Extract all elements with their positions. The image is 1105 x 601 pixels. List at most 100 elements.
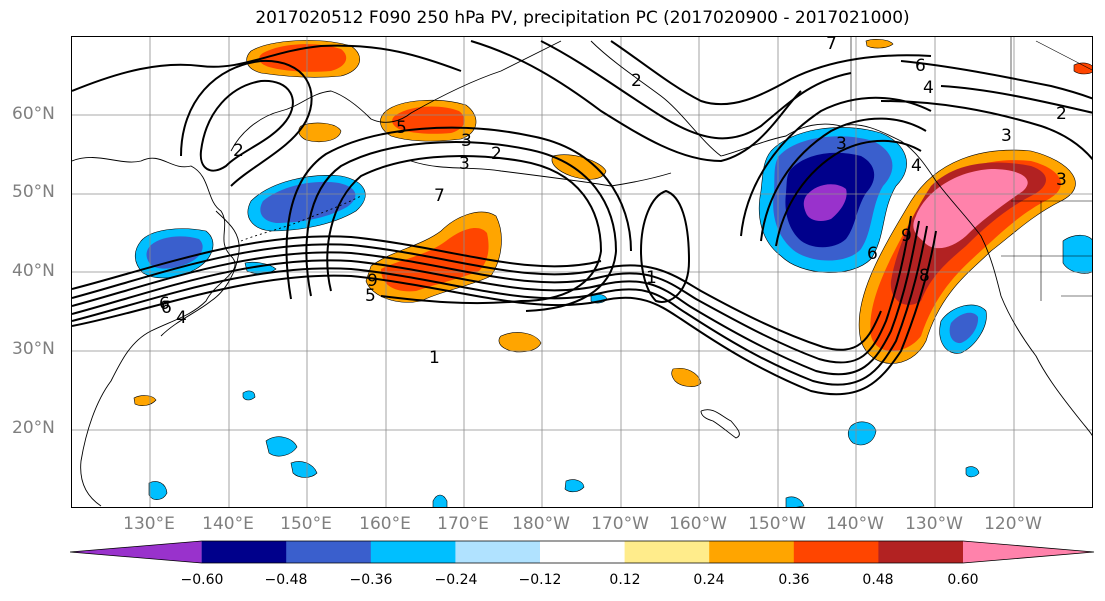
precip-blob-small-4 xyxy=(671,368,702,387)
lon-label-130w: 130°W xyxy=(905,514,963,534)
colorbar-segment xyxy=(455,541,541,563)
lon-label-170w: 170°W xyxy=(591,514,649,534)
contour-label: 4 xyxy=(911,156,922,176)
map-canvas: 6 4 2 5 3 2 3 7 9 5 1 6 1 3 6 9 4 8 6 4 … xyxy=(72,37,1092,507)
colorbar-tick-label: 0.48 xyxy=(862,572,894,588)
lat-label-30n: 30°N xyxy=(12,339,55,359)
precip-blob-kamchatka-inner xyxy=(259,44,347,72)
precip-blob-small-2 xyxy=(551,154,607,180)
pv-contour-north-4 xyxy=(610,40,932,106)
precip-blob-small-n6 xyxy=(432,494,448,507)
contour-label: 7 xyxy=(434,186,445,206)
pv-contour-7-ridge xyxy=(326,155,603,305)
lon-label-180w: 180°W xyxy=(512,514,570,534)
contour-label: 2 xyxy=(1056,104,1067,124)
contour-label: 3 xyxy=(836,134,847,154)
pv-contour-ridge-2 xyxy=(305,141,618,312)
pv-contour-ne-3 xyxy=(940,85,1092,114)
precip-blob-small-n4 xyxy=(564,479,585,493)
colorbar-tick-label: 0.60 xyxy=(947,572,979,588)
pv-contour-low-kamchatka xyxy=(199,79,294,172)
pv-contour-5 xyxy=(72,243,882,351)
precip-blob-small-n7 xyxy=(242,390,256,401)
pv-contour-ne-2 xyxy=(880,100,1092,161)
contour-label: 2 xyxy=(233,141,244,161)
pv-contour-ne-1 xyxy=(900,60,1092,100)
contour-label: 5 xyxy=(396,118,407,138)
contour-label: 6 xyxy=(161,298,172,318)
lon-label-160e: 160°E xyxy=(359,514,411,534)
pv-contour-north-1 xyxy=(72,44,462,92)
precip-blob-small-n1 xyxy=(265,436,298,457)
contour-label: 3 xyxy=(459,154,470,174)
precip-blob-small-7 xyxy=(1073,62,1092,75)
pv-contours xyxy=(72,40,1092,396)
contour-label: 9 xyxy=(367,271,378,291)
contour-label: 5 xyxy=(365,286,376,306)
contour-label: 7 xyxy=(826,37,837,54)
colorbar-segment xyxy=(793,541,879,563)
precip-blob-small-n10 xyxy=(965,466,980,478)
contour-label: 8 xyxy=(919,266,930,286)
contour-label: 2 xyxy=(491,144,502,164)
coastline-aleutians xyxy=(410,160,672,187)
coastline-alaska xyxy=(590,40,937,182)
precip-blob-japan-inner xyxy=(146,236,203,269)
lon-label-140e: 140°E xyxy=(202,514,254,534)
lon-label-130e: 130°E xyxy=(123,514,175,534)
lon-label-150e: 150°E xyxy=(280,514,332,534)
lon-label-150w: 150°W xyxy=(748,514,806,534)
colorbar-segment xyxy=(540,541,626,563)
lon-label-160w: 160°W xyxy=(669,514,727,534)
lat-label-60n: 60°N xyxy=(12,104,55,124)
lon-label-140w: 140°W xyxy=(826,514,884,534)
pv-contour-north-2 xyxy=(470,40,802,163)
pv-contour-3 xyxy=(72,220,920,376)
colorbar xyxy=(70,540,1095,564)
contour-label: 3 xyxy=(1001,126,1012,146)
coastline-na-west xyxy=(935,180,1092,437)
precip-blob-small-n3 xyxy=(148,481,168,500)
contour-label: 4 xyxy=(176,308,187,328)
contour-label: 2 xyxy=(631,71,642,91)
map-panel: 6 4 2 5 3 2 3 7 9 5 1 6 1 3 6 9 4 8 6 4 … xyxy=(71,36,1093,508)
precip-negative-shading xyxy=(134,127,1092,507)
coastline-kamchatka xyxy=(230,40,562,152)
pv-contour-6 xyxy=(72,235,602,290)
precip-blob-small-1 xyxy=(298,122,342,142)
colorbar-extend-high xyxy=(963,541,1094,563)
colorbar-segment xyxy=(370,541,456,563)
precip-blob-small-n5 xyxy=(785,496,805,507)
pv-contour-1-south xyxy=(72,230,937,396)
precip-blob-sea-okhotsk-inner xyxy=(260,181,356,223)
pv-contour-north-3 xyxy=(540,40,852,140)
lat-label-40n: 40°N xyxy=(12,261,55,281)
colorbar-segment xyxy=(878,541,964,563)
coastline-hawaii xyxy=(700,409,740,439)
precip-blob-small-3 xyxy=(498,332,542,353)
pv-contour-ak-trough-2 xyxy=(760,117,927,242)
precip-blob-colorado xyxy=(1062,234,1092,274)
colorbar-tick-label: 0.12 xyxy=(609,572,641,588)
pv-contour-ak-trough xyxy=(740,96,932,237)
colorbar-tick-label: 0.24 xyxy=(693,572,725,588)
colorbar-segment xyxy=(624,541,710,563)
lat-label-50n: 50°N xyxy=(12,182,55,202)
pv-contour-low-2 xyxy=(180,59,313,187)
lat-label-20n: 20°N xyxy=(12,418,55,438)
colorbar-segment xyxy=(286,541,372,563)
colorbar-tick-label: −0.60 xyxy=(180,572,224,588)
precip-blob-central-pacific-inner xyxy=(381,227,489,292)
contour-label: 6 xyxy=(159,294,170,314)
contour-label: 1 xyxy=(646,268,657,288)
contour-label: 9 xyxy=(901,226,912,246)
precip-blob-gulf-alaska-purple xyxy=(803,184,847,221)
contour-label: 6 xyxy=(915,56,926,76)
contour-label: 1 xyxy=(429,348,440,368)
plot-title: 2017020512 F090 250 hPa PV, precipitatio… xyxy=(255,8,910,28)
colorbar-tick-label: −0.36 xyxy=(349,572,393,588)
precip-blob-small-6 xyxy=(865,39,894,49)
colorbar-extend-low xyxy=(70,541,202,563)
colorbar-tick-label: 0.36 xyxy=(778,572,810,588)
precip-blob-small-n2 xyxy=(290,461,318,478)
